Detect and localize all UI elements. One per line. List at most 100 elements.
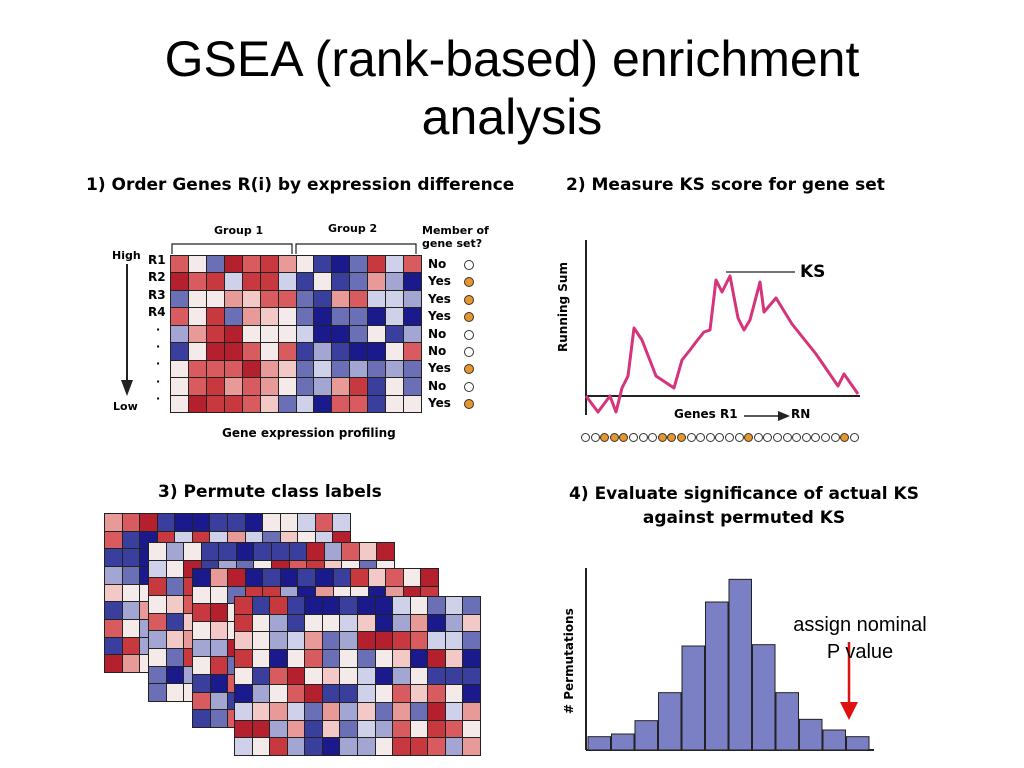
heatmap-cell (404, 325, 421, 343)
panel4-heading: 4) Evaluate significance of actual KS ag… (554, 482, 934, 530)
heatmap-cell (357, 685, 375, 702)
gene-miss-dot (782, 433, 792, 442)
heatmap-cell (235, 685, 252, 702)
heatmap-cell (350, 378, 368, 395)
heatmap-cell (166, 666, 184, 684)
running-sum-curve (584, 274, 860, 414)
gene-miss-dot (821, 433, 830, 442)
heatmap-cell (393, 649, 410, 667)
panel3-heading: 3) Permute class labels (158, 482, 382, 502)
heatmap-cell (322, 597, 340, 614)
heatmap-cell (105, 584, 122, 602)
heatmap-cell (428, 685, 445, 702)
heatmap-cell (219, 543, 236, 560)
heatmap-cell (188, 290, 206, 308)
heatmap-cell (224, 273, 242, 290)
gene-hit-dot (744, 433, 754, 442)
heatmap-cell (393, 720, 410, 738)
gene-miss-dot (734, 433, 744, 442)
annotation-line2: P value (826, 641, 894, 663)
heatmap-cell (260, 395, 278, 412)
heatmap-cell (410, 614, 428, 632)
histogram-bar (634, 720, 658, 751)
member-answer: Yes (428, 396, 451, 411)
gene-hit-dot (619, 433, 629, 442)
genes-end-label: RN (791, 407, 811, 421)
heatmap-cell (357, 702, 375, 720)
heatmap-cell (428, 667, 445, 685)
heatmap-cell (332, 378, 350, 395)
heatmap-cell (463, 720, 480, 738)
gene-hit-dot (657, 433, 667, 442)
heatmap-cell (340, 738, 357, 755)
heatmap-cell (242, 308, 260, 325)
heatmap-cell (404, 395, 421, 412)
member-row: No (428, 256, 474, 274)
heatmap-cell (260, 343, 278, 360)
heatmap-cell (324, 543, 342, 560)
gene-miss-dot (705, 433, 715, 442)
heatmap-cell (235, 720, 252, 738)
heatmap-cell (463, 738, 480, 755)
heatmap-cell (188, 343, 206, 360)
member-no-dot (464, 347, 474, 357)
heatmap-cell (445, 702, 463, 720)
gene-hit-dot (840, 433, 850, 442)
heatmap-cell (235, 702, 252, 720)
heatmap-cell (263, 514, 280, 531)
group1-label: Group 1 (214, 224, 264, 237)
heatmap-cell (149, 613, 166, 631)
p-value-annotation: assign nominal P value (760, 612, 960, 666)
permuted-heatmap (234, 596, 481, 756)
heatmap-cell (166, 631, 184, 648)
heatmap-cell (296, 343, 314, 360)
heatmap-cell (404, 308, 421, 325)
gene-miss-dot (830, 433, 840, 442)
heatmap-cell (305, 738, 322, 755)
heatmap-cell (445, 738, 463, 755)
heatmap-cell (404, 343, 421, 360)
histogram-bar (587, 736, 611, 751)
heatmap-cell (463, 632, 480, 649)
heatmap-cell (322, 738, 340, 755)
panel2-heading: 2) Measure KS score for gene set (566, 175, 885, 195)
heatmap-cell (188, 378, 206, 395)
heatmap-cell (315, 514, 333, 531)
heatmap-cell (278, 325, 296, 343)
heatmap-cell (166, 613, 184, 631)
expression-heatmap (170, 255, 422, 413)
heatmap-cell (386, 378, 404, 395)
gene-miss-dot (725, 433, 734, 442)
heatmap-cell (201, 543, 219, 560)
gene-miss-dot (590, 433, 600, 442)
heatmap-cell (296, 360, 314, 378)
heatmap-cell (210, 657, 228, 674)
member-answer: No (428, 344, 447, 358)
heatmap-cell (188, 308, 206, 325)
heatmap-cell (252, 685, 270, 702)
heatmap-cell (188, 256, 206, 273)
heatmap-cell (287, 720, 305, 738)
member-header: Member of gene set? (422, 224, 489, 250)
heatmap-cell (171, 273, 188, 290)
slide-title: GSEA (rank-based) enrichment analysis (0, 30, 1024, 146)
heatmap-cell (140, 514, 157, 531)
heatmap-cell (322, 614, 340, 632)
heatmap-cell (166, 560, 184, 578)
heatmap-cell (350, 273, 368, 290)
heatmap-cell (287, 667, 305, 685)
heatmap-cell (188, 360, 206, 378)
heatmap-cell (296, 256, 314, 273)
group1-bracket (171, 243, 293, 254)
heatmap-cell (278, 378, 296, 395)
heatmap-cell (410, 738, 428, 755)
heatmap-cell (149, 595, 166, 613)
heatmap-cell (410, 649, 428, 667)
heatmap-cell (193, 621, 210, 639)
heatmap-cell (252, 738, 270, 755)
heatmap-cell (357, 632, 375, 649)
histogram-bar (611, 733, 635, 751)
slide-title-line1: GSEA (rank-based) enrichment (164, 31, 860, 87)
heatmap-cell (350, 256, 368, 273)
member-row: Yes (428, 273, 474, 291)
